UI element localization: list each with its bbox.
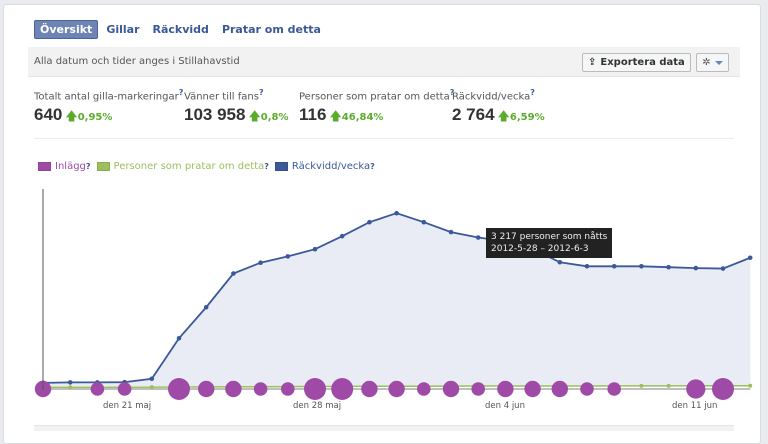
stat-change: 0,95% [77, 112, 113, 124]
reach-swatch [274, 162, 288, 171]
stat-label: Personer som pratar om detta [299, 91, 450, 103]
legend-item-posts[interactable]: Inlägg? [38, 161, 91, 172]
stat-value: 640 [34, 105, 63, 125]
chart-legend: Inlägg? Personer som pratar om detta? Rä… [38, 161, 381, 172]
up-arrow-icon: 🡅 [248, 109, 261, 124]
legend-label: Personer som pratar om detta [113, 161, 265, 172]
export-data-label: Exportera data [600, 57, 685, 68]
legend-item-weekly-reach[interactable]: Räckvidd/vecka? [274, 161, 375, 172]
stat-change: 0,8% [260, 112, 289, 124]
stat-talking-about: Personer som pratar om detta? 116 🡅 46,8… [299, 88, 454, 128]
stat-value: 103 958 [184, 105, 246, 125]
upload-icon: ⇪ [588, 57, 597, 68]
help-icon[interactable]: ? [264, 162, 269, 171]
tooltip-line-2: 2012-5-28 – 2012-6-3 [491, 244, 589, 254]
export-data-button[interactable]: ⇪ Exportera data [582, 53, 691, 72]
legend-item-talking-about[interactable]: Personer som pratar om detta? [96, 161, 269, 172]
stat-weekly-reach: Räckvidd/vecka? 2 764 🡅 6,59% [452, 88, 545, 128]
right-sidebar-edge [762, 0, 768, 431]
stat-label: Räckvidd/vecka [452, 91, 531, 103]
legend-label: Räckvidd/vecka [291, 161, 371, 172]
chart-tooltip: 3 217 personer som nåtts 2012-5-28 – 201… [486, 228, 613, 258]
help-icon[interactable]: ? [258, 88, 264, 97]
posts-swatch [38, 162, 51, 171]
divider [34, 138, 734, 139]
stat-total-likes: Totalt antal gilla-markeringar? 640 🡅 0,… [34, 88, 183, 128]
stat-value: 2 764 [452, 105, 495, 125]
stat-change: 6,59% [509, 112, 545, 124]
tooltip-line-1: 3 217 personer som nåtts [491, 232, 608, 242]
gear-icon: ✲ [702, 57, 711, 68]
x-tick-label: den 21 maj [103, 401, 152, 411]
help-icon[interactable]: ? [85, 162, 91, 171]
help-icon[interactable]: ? [370, 162, 375, 171]
tab-rackvidd[interactable]: Räckvidd [152, 23, 209, 36]
insights-tabs: Översikt Gillar Räckvidd Pratar om detta [34, 20, 329, 39]
x-tick-label: den 4 jun [485, 401, 525, 411]
x-tick-label: den 28 maj [293, 401, 342, 411]
bottom-section-bar [34, 425, 734, 431]
help-icon[interactable]: ? [530, 88, 535, 97]
tab-pratar-om-detta[interactable]: Pratar om detta [221, 23, 321, 36]
timezone-note: Alla datum och tider anges i Stillahavst… [34, 56, 240, 67]
up-arrow-icon: 🡅 [497, 109, 510, 124]
stat-label: Vänner till fans [184, 91, 259, 103]
legend-label: Inlägg [55, 161, 86, 172]
up-arrow-icon: 🡅 [329, 109, 342, 124]
x-tick-label: den 11 jun [672, 401, 718, 411]
stat-value: 116 [299, 105, 327, 125]
chevron-down-icon [714, 60, 723, 65]
talking-swatch [96, 162, 110, 171]
help-icon[interactable]: ? [178, 88, 184, 97]
settings-dropdown-button[interactable]: ✲ [696, 53, 729, 72]
up-arrow-icon: 🡅 [65, 109, 78, 124]
stat-change: 46,84% [341, 112, 384, 124]
timezone-bar: Alla datum och tider anges i Stillahavst… [28, 47, 740, 77]
help-icon[interactable]: ? [449, 88, 455, 97]
stat-friends-of-fans: Vänner till fans? 103 958 🡅 0,8% [184, 88, 289, 128]
tab-gillar[interactable]: Gillar [106, 23, 140, 36]
tab-oversikt[interactable]: Översikt [34, 20, 99, 39]
stat-label: Totalt antal gilla-markeringar [34, 91, 179, 103]
